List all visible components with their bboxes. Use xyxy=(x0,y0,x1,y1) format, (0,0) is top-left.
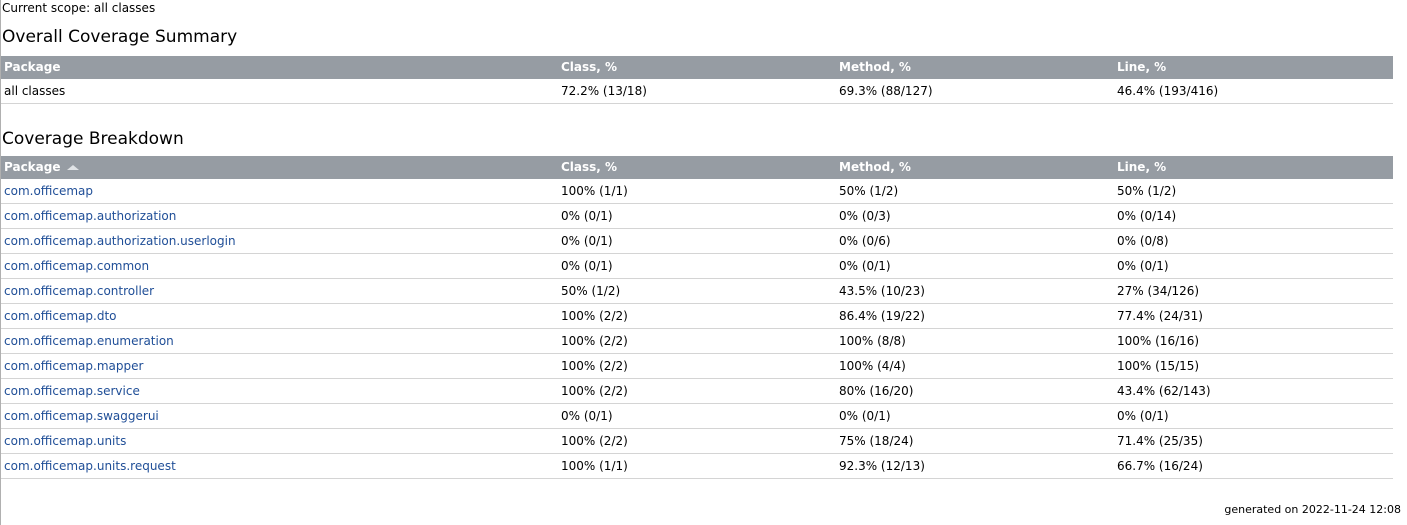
line-coverage: 0% (0/8) xyxy=(1114,228,1393,254)
line-coverage: 43.4% (62/143) xyxy=(1114,378,1393,404)
line-coverage: 0% (0/14) xyxy=(1114,203,1393,229)
table-row: com.officemap.units 100% (2/2) 75% (18/2… xyxy=(1,428,1393,454)
package-link[interactable]: com.officemap.service xyxy=(4,384,140,398)
coverage-breakdown-table: Package Class, % Method, % Line, % com.o… xyxy=(1,156,1393,479)
method-coverage: 100% (4/4) xyxy=(836,353,1114,379)
method-coverage: 0% (0/1) xyxy=(836,403,1114,429)
class-coverage: 50% (1/2) xyxy=(558,278,836,304)
package-link[interactable]: com.officemap.common xyxy=(4,259,150,273)
package-sort-label[interactable]: Package xyxy=(4,160,61,174)
package-link[interactable]: com.officemap.enumeration xyxy=(4,334,174,348)
summary-title: Overall Coverage Summary xyxy=(2,27,238,47)
method-coverage: 86.4% (19/22) xyxy=(836,303,1114,329)
class-coverage: 100% (2/2) xyxy=(558,328,836,354)
breakdown-header-class[interactable]: Class, % xyxy=(558,156,836,179)
package-link[interactable]: com.officemap.swaggerui xyxy=(4,409,159,423)
line-coverage: 0% (0/1) xyxy=(1114,253,1393,279)
class-coverage: 0% (0/1) xyxy=(558,403,836,429)
class-coverage: 100% (1/1) xyxy=(558,453,836,479)
package-link[interactable]: com.officemap.authorization.userlogin xyxy=(4,234,236,248)
class-coverage: 100% (2/2) xyxy=(558,353,836,379)
line-coverage: 0% (0/1) xyxy=(1114,403,1393,429)
class-coverage: 0% (0/1) xyxy=(558,228,836,254)
line-coverage: 100% (15/15) xyxy=(1114,353,1393,379)
line-coverage: 100% (16/16) xyxy=(1114,328,1393,354)
breakdown-header-row: Package Class, % Method, % Line, % xyxy=(1,156,1393,179)
method-coverage: 0% (0/6) xyxy=(836,228,1114,254)
summary-header-row: Package Class, % Method, % Line, % xyxy=(1,56,1393,79)
method-coverage: 92.3% (12/13) xyxy=(836,453,1114,479)
summary-method-coverage: 69.3% (88/127) xyxy=(836,79,1114,104)
table-row: com.officemap.controller 50% (1/2) 43.5%… xyxy=(1,278,1393,304)
line-coverage: 71.4% (25/35) xyxy=(1114,428,1393,454)
breakdown-header-method[interactable]: Method, % xyxy=(836,156,1114,179)
line-coverage: 50% (1/2) xyxy=(1114,179,1393,204)
summary-package: all classes xyxy=(1,79,558,104)
line-coverage: 66.7% (16/24) xyxy=(1114,453,1393,479)
line-coverage: 77.4% (24/31) xyxy=(1114,303,1393,329)
breakdown-title: Coverage Breakdown xyxy=(2,129,184,149)
generated-timestamp: generated on 2022-11-24 12:08 xyxy=(1224,503,1401,516)
table-row: com.officemap.common 0% (0/1) 0% (0/1) 0… xyxy=(1,253,1393,279)
class-coverage: 100% (1/1) xyxy=(558,179,836,204)
summary-class-coverage: 72.2% (13/18) xyxy=(558,79,836,104)
table-row: com.officemap.authorization 0% (0/1) 0% … xyxy=(1,203,1393,229)
breakdown-header-line[interactable]: Line, % xyxy=(1114,156,1393,179)
class-coverage: 100% (2/2) xyxy=(558,428,836,454)
package-link[interactable]: com.officemap.mapper xyxy=(4,359,144,373)
table-row: com.officemap.dto 100% (2/2) 86.4% (19/2… xyxy=(1,303,1393,329)
coverage-summary-table: Package Class, % Method, % Line, % all c… xyxy=(1,56,1393,104)
package-link[interactable]: com.officemap.dto xyxy=(4,309,117,323)
summary-header-package: Package xyxy=(1,56,558,79)
method-coverage: 100% (8/8) xyxy=(836,328,1114,354)
table-row: com.officemap.enumeration 100% (2/2) 100… xyxy=(1,328,1393,354)
method-coverage: 75% (18/24) xyxy=(836,428,1114,454)
summary-header-line: Line, % xyxy=(1114,56,1393,79)
package-link[interactable]: com.officemap.units xyxy=(4,434,127,448)
current-scope-label: Current scope: all classes xyxy=(2,1,156,15)
sort-ascending-icon[interactable] xyxy=(66,165,79,170)
summary-line-coverage: 46.4% (193/416) xyxy=(1114,79,1393,104)
package-link[interactable]: com.officemap xyxy=(4,184,94,198)
class-coverage: 100% (2/2) xyxy=(558,303,836,329)
breakdown-header-package[interactable]: Package xyxy=(1,156,558,179)
package-link[interactable]: com.officemap.authorization xyxy=(4,209,177,223)
package-link[interactable]: com.officemap.controller xyxy=(4,284,155,298)
method-coverage: 0% (0/1) xyxy=(836,253,1114,279)
table-row: com.officemap.service 100% (2/2) 80% (16… xyxy=(1,378,1393,404)
class-coverage: 0% (0/1) xyxy=(558,253,836,279)
class-coverage: 0% (0/1) xyxy=(558,203,836,229)
method-coverage: 50% (1/2) xyxy=(836,179,1114,204)
method-coverage: 80% (16/20) xyxy=(836,378,1114,404)
table-row: com.officemap.authorization.userlogin 0%… xyxy=(1,228,1393,254)
table-row: com.officemap.units.request 100% (1/1) 9… xyxy=(1,453,1393,479)
method-coverage: 43.5% (10/23) xyxy=(836,278,1114,304)
summary-header-method: Method, % xyxy=(836,56,1114,79)
package-link[interactable]: com.officemap.units.request xyxy=(4,459,176,473)
class-coverage: 100% (2/2) xyxy=(558,378,836,404)
method-coverage: 0% (0/3) xyxy=(836,203,1114,229)
table-row: com.officemap.mapper 100% (2/2) 100% (4/… xyxy=(1,353,1393,379)
table-row: com.officemap 100% (1/1) 50% (1/2) 50% (… xyxy=(1,179,1393,204)
summary-header-class: Class, % xyxy=(558,56,836,79)
table-row: com.officemap.swaggerui 0% (0/1) 0% (0/1… xyxy=(1,403,1393,429)
summary-row: all classes 72.2% (13/18) 69.3% (88/127)… xyxy=(1,79,1393,104)
line-coverage: 27% (34/126) xyxy=(1114,278,1393,304)
